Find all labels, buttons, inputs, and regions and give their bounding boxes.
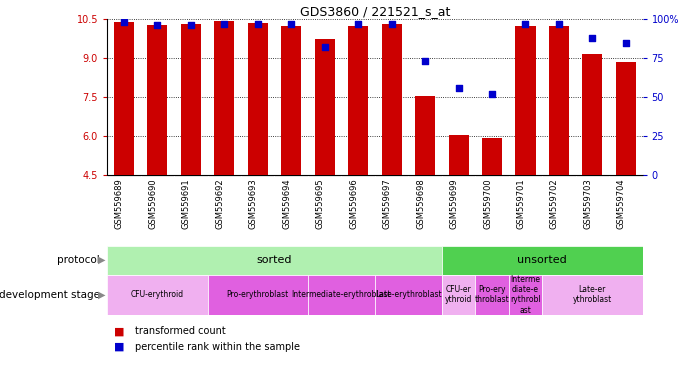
Point [419, 58, 430, 64]
Title: GDS3860 / 221521_s_at: GDS3860 / 221521_s_at [300, 5, 450, 18]
Text: CFU-er
ythroid: CFU-er ythroid [445, 285, 472, 305]
Text: GSM559704: GSM559704 [617, 178, 626, 229]
Text: development stage: development stage [0, 290, 100, 300]
Text: GSM559703: GSM559703 [583, 178, 592, 229]
Point [185, 22, 196, 28]
Bar [114, 22, 134, 175]
Bar [348, 26, 368, 175]
Point [621, 40, 632, 46]
Point [219, 21, 230, 27]
Text: GSM559695: GSM559695 [316, 178, 325, 229]
Text: GSM559699: GSM559699 [450, 178, 459, 229]
Bar [214, 21, 234, 175]
Bar [181, 25, 201, 175]
Bar [207, 275, 308, 315]
Bar [107, 275, 207, 315]
Point [319, 44, 330, 50]
Bar [314, 39, 334, 175]
Bar [442, 275, 475, 315]
Text: percentile rank within the sample: percentile rank within the sample [135, 342, 300, 352]
Point [520, 21, 531, 27]
Text: Pro-ery
throblast: Pro-ery throblast [475, 285, 509, 305]
Text: CFU-erythroid: CFU-erythroid [131, 290, 184, 299]
Text: GSM559691: GSM559691 [182, 178, 191, 229]
Point [553, 21, 565, 27]
Text: Intermediate-erythroblast: Intermediate-erythroblast [292, 290, 391, 299]
Bar [616, 62, 636, 175]
Point [252, 21, 263, 27]
Text: GSM559696: GSM559696 [349, 178, 358, 229]
Bar [509, 275, 542, 315]
Bar [381, 25, 401, 175]
Text: protocol: protocol [57, 255, 100, 265]
Bar [542, 275, 643, 315]
Point [486, 91, 498, 97]
Bar [442, 246, 643, 275]
Bar [308, 275, 375, 315]
Bar [448, 134, 468, 175]
Text: GSM559689: GSM559689 [115, 178, 124, 229]
Text: Interme
diate-e
rythrobl
ast: Interme diate-e rythrobl ast [510, 275, 541, 315]
Text: GSM559700: GSM559700 [483, 178, 492, 229]
Text: GSM559690: GSM559690 [149, 178, 158, 229]
Point [386, 21, 397, 27]
Bar [415, 96, 435, 175]
Text: ■: ■ [114, 326, 124, 336]
Text: Late-erythroblast: Late-erythroblast [375, 290, 442, 299]
Point [152, 22, 163, 28]
Text: GSM559694: GSM559694 [282, 178, 291, 229]
Text: GSM559692: GSM559692 [216, 178, 225, 229]
Text: Late-er
ythroblast: Late-er ythroblast [573, 285, 612, 305]
Text: GSM559693: GSM559693 [249, 178, 258, 229]
Point [587, 35, 598, 41]
Bar [583, 54, 603, 175]
Bar [107, 246, 442, 275]
Point [285, 21, 296, 27]
Bar [247, 23, 267, 175]
Bar [482, 139, 502, 175]
Text: transformed count: transformed count [135, 326, 225, 336]
Text: GSM559701: GSM559701 [516, 178, 525, 229]
Bar [147, 25, 167, 175]
Bar [549, 26, 569, 175]
Bar [281, 26, 301, 175]
Point [118, 19, 129, 25]
Text: Pro-erythroblast: Pro-erythroblast [227, 290, 289, 299]
Bar [375, 275, 442, 315]
Text: ■: ■ [114, 342, 124, 352]
Text: GSM559702: GSM559702 [550, 178, 559, 229]
Text: ▶: ▶ [98, 290, 106, 300]
Text: GSM559697: GSM559697 [383, 178, 392, 229]
Text: unsorted: unsorted [518, 255, 567, 265]
Bar [475, 275, 509, 315]
Text: GSM559698: GSM559698 [416, 178, 425, 229]
Text: ▶: ▶ [98, 255, 106, 265]
Point [453, 84, 464, 91]
Point [352, 21, 363, 27]
Text: sorted: sorted [257, 255, 292, 265]
Bar [515, 26, 536, 175]
